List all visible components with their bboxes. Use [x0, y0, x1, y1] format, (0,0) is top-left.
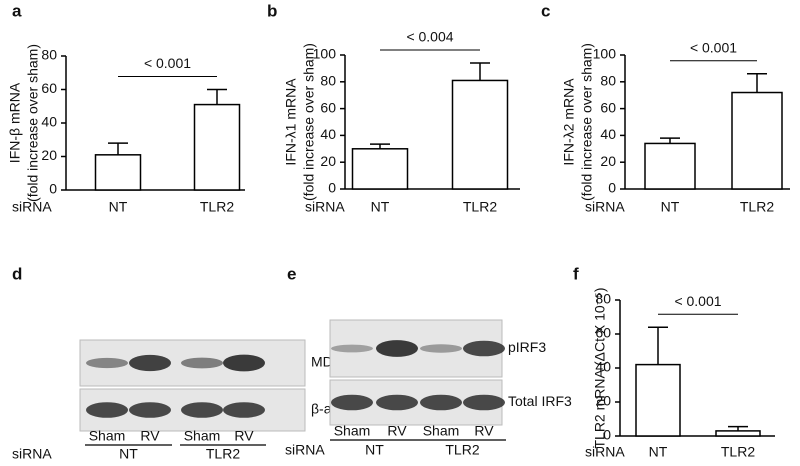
band	[420, 344, 462, 353]
band	[181, 357, 223, 369]
y-tick-label: 0	[49, 181, 57, 197]
blot-row-label: Total IRF3	[508, 393, 572, 409]
x-tick-label: NT	[649, 444, 668, 460]
y-tick-label: 100	[593, 46, 617, 62]
band	[463, 394, 505, 411]
bar	[644, 142, 696, 190]
y-axis-label: (fold increase over sham)	[579, 43, 595, 201]
band	[331, 394, 373, 411]
lane-label: RV	[140, 428, 160, 444]
y-tick-label: 80	[320, 73, 336, 89]
y-tick-label: 20	[41, 147, 57, 163]
y-tick-label: 0	[328, 180, 336, 196]
bar	[635, 363, 681, 437]
x-tick-label: TLR2	[200, 199, 234, 215]
y-axis-label: TLR2 mRNA (ΔCt X 10⁻⁵)	[592, 287, 608, 448]
band	[223, 402, 265, 418]
x-prefix: siRNA	[12, 199, 52, 215]
y-tick-label: 60	[600, 99, 616, 115]
x-tick-label: TLR2	[740, 199, 774, 215]
x-tick-label: TLR2	[463, 199, 497, 215]
band	[181, 402, 223, 418]
band	[129, 402, 171, 418]
group-prefix: siRNA	[285, 442, 325, 458]
y-tick-label: 80	[600, 73, 616, 89]
x-prefix: siRNA	[305, 199, 345, 215]
lane-label: Sham	[423, 423, 460, 439]
lane-label: Sham	[89, 428, 126, 444]
y-tick-label: 100	[313, 46, 337, 62]
band	[376, 340, 418, 357]
panel-letter: c	[541, 1, 550, 20]
y-axis-label: IFN-λ1 mRNA	[283, 78, 299, 166]
band	[86, 357, 128, 369]
band	[331, 344, 373, 353]
y-axis-label: IFN-λ2 mRNA	[561, 78, 577, 166]
group-label: NT	[365, 442, 384, 458]
bar	[351, 148, 409, 190]
y-tick-label: 60	[320, 99, 336, 115]
y-axis-label: IFN-β mRNA	[7, 82, 23, 163]
bar	[94, 154, 142, 191]
bar	[193, 103, 241, 191]
annotation: < 0.001	[690, 39, 737, 55]
band	[223, 354, 265, 372]
band	[129, 354, 171, 372]
panel-letter: b	[267, 1, 277, 20]
blot-row-label: pIRF3	[508, 339, 546, 355]
y-tick-label: 40	[595, 359, 611, 375]
band	[463, 340, 505, 357]
panel-letter: a	[12, 1, 22, 20]
group-prefix: siRNA	[12, 446, 52, 462]
band	[86, 402, 128, 418]
x-tick-label: NT	[109, 199, 128, 215]
band	[376, 394, 418, 411]
x-prefix: siRNA	[585, 444, 625, 460]
bar	[451, 79, 509, 190]
band	[420, 394, 462, 411]
lane-label: Sham	[184, 428, 221, 444]
y-tick-label: 80	[595, 291, 611, 307]
y-axis-label: (fold increase over sham)	[25, 44, 41, 202]
y-tick-label: 60	[595, 325, 611, 341]
annotation: < 0.001	[144, 55, 191, 71]
y-tick-label: 60	[41, 80, 57, 96]
group-label: NT	[119, 446, 138, 462]
x-prefix: siRNA	[585, 199, 625, 215]
y-tick-label: 80	[41, 47, 57, 63]
lane-label: RV	[387, 423, 407, 439]
panel-letter: d	[12, 264, 22, 283]
y-tick-label: 40	[600, 126, 616, 142]
x-tick-label: NT	[661, 199, 680, 215]
y-tick-label: 0	[603, 427, 611, 443]
lane-label: RV	[474, 423, 494, 439]
bar	[731, 91, 783, 190]
group-label: TLR2	[206, 446, 240, 462]
y-tick-label: 40	[320, 126, 336, 142]
y-tick-label: 0	[608, 180, 616, 196]
lane-label: Sham	[334, 423, 371, 439]
x-tick-label: NT	[371, 199, 390, 215]
annotation: < 0.001	[674, 293, 721, 309]
y-tick-label: 20	[600, 153, 616, 169]
y-tick-label: 20	[595, 393, 611, 409]
lane-label: RV	[234, 428, 254, 444]
annotation: < 0.004	[406, 29, 453, 45]
panel-letter: f	[573, 264, 579, 283]
group-label: TLR2	[445, 442, 479, 458]
x-tick-label: TLR2	[721, 444, 755, 460]
y-tick-label: 40	[41, 114, 57, 130]
y-tick-label: 20	[320, 153, 336, 169]
bar	[715, 430, 761, 437]
y-axis-label: (fold increase over sham)	[301, 43, 317, 201]
panel-letter: e	[287, 264, 296, 283]
